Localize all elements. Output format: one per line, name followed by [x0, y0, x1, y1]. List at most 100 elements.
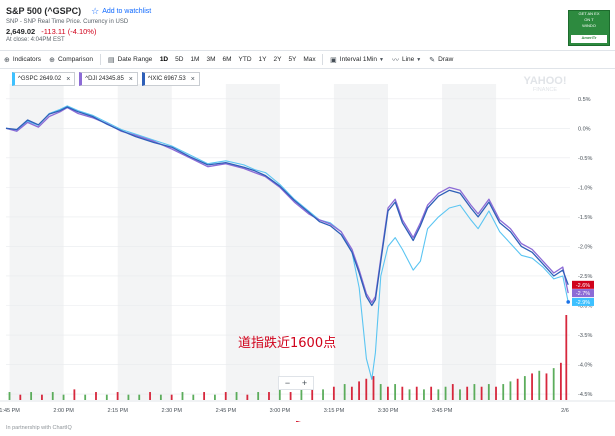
volume-bar — [170, 394, 173, 400]
y-tick-label: -2.0% — [578, 244, 592, 250]
add-to-watchlist-button[interactable]: ☆ Add to watchlist — [91, 6, 151, 17]
y-tick-label: 0.5% — [578, 97, 591, 103]
zoom-in-button[interactable]: + — [301, 378, 308, 388]
end-label-badge — [572, 297, 594, 306]
chevron-down-icon: ▼ — [416, 56, 422, 63]
volume-bar — [30, 392, 33, 400]
range-button-ytd[interactable]: YTD — [238, 56, 252, 63]
x-tick-label: 2/6 — [561, 408, 569, 414]
range-button-2y[interactable]: 2Y — [273, 56, 282, 63]
comparison-chip-label: ^IXIC 6967.53 — [147, 76, 186, 82]
volume-bar — [73, 389, 76, 400]
interval-icon: ▣ — [330, 56, 337, 64]
quote-price: 2,649.02 — [6, 27, 36, 36]
volume-bar — [246, 394, 249, 400]
volume-bar — [41, 394, 43, 400]
watchlist-label: Add to watchlist — [102, 7, 152, 15]
volume-bar — [444, 386, 447, 400]
comparison-label: Comparison — [57, 56, 93, 63]
x-tick-label: 2:45 PM — [216, 408, 237, 414]
zoom-out-button[interactable]: − — [284, 378, 291, 388]
volume-bar — [311, 386, 314, 400]
comparison-chip[interactable]: ^DJI 24345.85 × — [79, 72, 138, 86]
draw-label: Draw — [438, 56, 454, 63]
series-line-gspc — [5, 105, 569, 380]
volume-bar — [19, 394, 22, 400]
annotation-text: 道指跌近1600点 — [238, 336, 337, 351]
time-band — [442, 84, 497, 400]
pencil-icon: ✎ — [429, 56, 436, 64]
indicators-button[interactable]: ⊕ Indicators — [0, 56, 45, 64]
comparison-chips: ^GSPC 2649.02 × ^DJI 24345.85 × ^IXIC 6967.5… — [12, 72, 204, 86]
comparison-icon: ⊕ — [49, 56, 55, 64]
time-band — [225, 84, 280, 400]
interval-dropdown[interactable]: ▣ Interval 1Min ▼ — [326, 56, 388, 64]
volume-bar — [116, 392, 119, 400]
volume-bar — [401, 386, 404, 400]
volume-bar — [159, 394, 162, 400]
range-button-3m[interactable]: 3M — [206, 56, 216, 63]
end-label-badge — [572, 280, 594, 289]
x-tick-label: 3:45 PM — [432, 408, 453, 414]
draw-button[interactable]: ✎ Draw — [425, 56, 457, 64]
volume-bar — [451, 384, 454, 400]
zoom-controls: − + — [278, 376, 314, 390]
volume-bar — [8, 392, 11, 400]
range-button-max[interactable]: Max — [303, 56, 316, 63]
chart-type-dropdown[interactable]: 〰 Line ▼ — [388, 55, 425, 65]
volume-bar — [358, 381, 360, 400]
ad-line-2: ON T — [584, 17, 594, 22]
y-tick-label: -1.0% — [578, 185, 592, 191]
volume-bar — [387, 386, 389, 400]
end-label-badge — [572, 289, 594, 298]
x-tick-label: 2:15 PM — [107, 408, 128, 414]
comparison-chip-label: ^GSPC 2649.02 — [18, 76, 62, 82]
chart-toolbar: ⊕ Indicators ⊕ Comparison ▤ Date Range 1… — [0, 50, 615, 69]
range-button-5y[interactable]: 5Y — [288, 56, 297, 63]
end-value-label: -2.7% — [576, 291, 590, 297]
close-icon[interactable]: × — [128, 75, 133, 83]
volume-bar — [203, 392, 206, 400]
volume-bar — [127, 394, 130, 400]
volume-bar — [350, 386, 353, 400]
yahoo-watermark: YAHOO! — [524, 75, 567, 87]
volume-bar — [559, 362, 562, 400]
volume-bar — [289, 392, 292, 400]
volume-bar — [466, 386, 469, 400]
volume-bar — [138, 394, 141, 400]
close-icon[interactable]: × — [66, 75, 71, 83]
volume-bar — [181, 392, 184, 400]
ad-line-1: GET AN EX — [578, 11, 600, 16]
range-button-1y[interactable]: 1Y — [258, 56, 267, 63]
x-tick-label: 3:00 PM — [270, 408, 291, 414]
volume-bar — [437, 389, 440, 400]
volume-bar — [480, 386, 483, 400]
indicators-label: Indicators — [12, 56, 42, 63]
time-band — [333, 84, 389, 400]
volume-bar — [365, 378, 368, 400]
comparison-chip[interactable]: ^GSPC 2649.02 × — [12, 72, 76, 86]
date-range-button[interactable]: ▤ Date Range — [104, 56, 156, 64]
comparison-chip[interactable]: ^IXIC 6967.53 × — [141, 72, 200, 86]
x-tick-label: 2:30 PM — [162, 408, 183, 414]
range-button-6m[interactable]: 6M — [222, 56, 232, 63]
volume-bar — [495, 386, 497, 400]
range-selector: 1D 5D 1M 3M 6M YTD 1Y 2Y 5Y Max — [156, 56, 319, 63]
volume-bar — [300, 389, 303, 400]
volume-bar — [430, 386, 433, 400]
close-icon[interactable]: × — [190, 75, 195, 83]
y-tick-label: -4.5% — [578, 392, 592, 398]
x-tick-label: 3:30 PM — [378, 408, 399, 414]
range-button-5d[interactable]: 5D — [175, 56, 184, 63]
volume-bar — [531, 373, 533, 400]
time-band — [9, 84, 64, 400]
price-chart[interactable]: YAHOO!FINANCE 0.5% 0.0% -0.5% -1.0% -1.5% -2.0… — [0, 70, 615, 422]
line-chart-icon: 〰 — [391, 56, 399, 64]
volume-bar — [415, 386, 418, 400]
comparison-button[interactable]: ⊕ Comparison — [45, 56, 97, 64]
advertisement[interactable]: GET AN EX ON T WINDO AmeriTr — [568, 10, 610, 46]
range-button-1d[interactable]: 1D — [159, 56, 169, 63]
volume-bar — [257, 392, 260, 400]
toolbar-divider — [322, 54, 324, 65]
range-button-1m[interactable]: 1M — [190, 56, 200, 63]
